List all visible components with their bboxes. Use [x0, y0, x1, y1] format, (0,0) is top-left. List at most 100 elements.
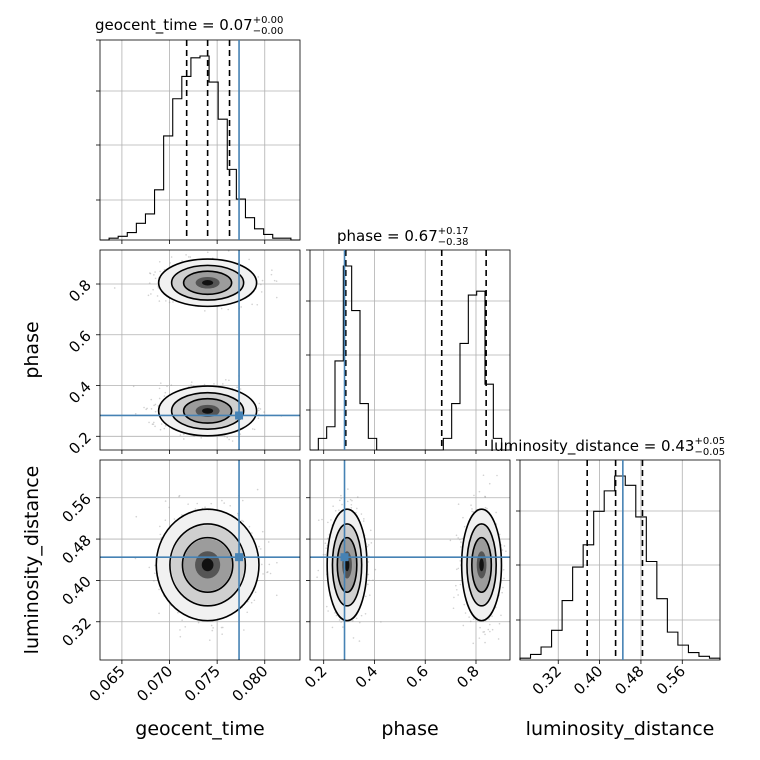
sample-point	[224, 378, 227, 381]
sample-point	[346, 500, 349, 503]
contour-line	[155, 508, 260, 622]
sample-point	[498, 622, 501, 625]
sample-point	[463, 603, 466, 606]
panel-2d-geocent-time-luminosity-distance: 0.065 0.070 0.075 0.080 0.32 0.40 0.48 0.56	[58, 459, 301, 705]
sample-point	[455, 588, 458, 591]
sample-point	[495, 511, 497, 514]
sample-point	[321, 518, 323, 521]
sample-point	[213, 383, 215, 385]
sample-point	[362, 520, 365, 522]
sample-point	[259, 548, 262, 550]
sample-point	[250, 601, 253, 604]
sample-point	[478, 637, 481, 639]
sample-point	[220, 307, 223, 310]
sample-point	[239, 388, 242, 390]
sample-point	[194, 508, 197, 510]
sample-point	[168, 506, 170, 509]
sample-point	[266, 571, 268, 574]
x-tick-label: 0.075	[181, 662, 224, 705]
y-tick-label: 0.8	[65, 276, 95, 306]
density-layer	[134, 488, 278, 641]
sample-point	[187, 256, 190, 258]
sample-point	[228, 438, 230, 441]
sample-point	[332, 505, 334, 507]
sample-point	[455, 534, 458, 537]
sample-point	[134, 412, 137, 415]
sample-point	[223, 435, 226, 438]
x-tick-label: 0.080	[228, 662, 271, 705]
density-layer	[316, 474, 507, 645]
sample-point	[352, 637, 355, 639]
sample-point	[132, 385, 135, 388]
sample-point	[338, 619, 341, 621]
sample-point	[340, 497, 342, 500]
axes-frame	[519, 459, 721, 661]
sample-point	[164, 500, 167, 502]
sample-point	[335, 614, 338, 617]
sample-point	[248, 258, 250, 261]
sample-point	[459, 538, 461, 541]
sample-point	[459, 583, 462, 586]
sample-point	[330, 519, 332, 521]
title-luminosity-distance-plus: +0.05	[694, 436, 725, 447]
sample-point	[164, 519, 167, 521]
sample-point	[221, 499, 223, 502]
sample-point	[193, 435, 195, 438]
sample-point	[251, 428, 254, 430]
sample-point	[358, 640, 361, 642]
sample-point	[367, 561, 370, 563]
sample-point	[158, 612, 160, 615]
sample-point	[236, 386, 238, 389]
sample-point	[484, 506, 487, 509]
y-tick-label: 0.2	[65, 428, 95, 458]
sample-point	[182, 438, 185, 440]
contour-line	[331, 523, 363, 607]
y-tick-label: 0.56	[58, 490, 94, 526]
sample-point	[153, 404, 155, 407]
y-tick-label: 0.48	[58, 531, 94, 567]
sample-point	[153, 421, 155, 424]
sample-point	[455, 568, 458, 571]
sample-point	[253, 599, 256, 602]
axes-frame	[99, 459, 301, 661]
contour-line	[170, 391, 245, 430]
sample-point	[460, 546, 462, 548]
sample-point	[491, 628, 494, 631]
sample-point	[261, 563, 263, 566]
sample-point	[223, 502, 226, 504]
sample-point	[372, 579, 374, 582]
x-tick-label: 0.56	[653, 662, 689, 698]
sample-point	[228, 379, 230, 382]
title-luminosity-distance: luminosity_distance = 0.43+0.05 −0.05	[490, 436, 725, 458]
sample-point	[149, 272, 151, 274]
sample-point	[501, 549, 504, 551]
sample-point	[148, 282, 151, 284]
sample-point	[196, 502, 198, 505]
sample-point	[261, 279, 264, 282]
sample-point	[324, 553, 327, 556]
title-phase: phase = 0.67+0.17 −0.38	[337, 226, 468, 248]
sample-point	[148, 566, 151, 569]
sample-point	[484, 496, 487, 498]
x-axis-label-geocent-time: geocent_time	[135, 718, 264, 740]
sample-point	[243, 629, 245, 631]
sample-point	[148, 421, 150, 424]
density-level	[202, 408, 214, 414]
sample-point	[334, 509, 337, 512]
x-axis-label-phase: phase	[381, 718, 438, 740]
sample-point	[275, 280, 278, 282]
sample-point	[260, 283, 262, 286]
sample-point	[248, 525, 251, 528]
sample-point	[159, 533, 162, 536]
sample-point	[242, 499, 244, 502]
sample-point	[479, 626, 481, 629]
sample-point	[322, 553, 325, 556]
sample-point	[457, 503, 460, 505]
sample-point	[158, 588, 160, 591]
sample-point	[462, 516, 464, 519]
sample-point	[172, 301, 174, 303]
sample-point	[187, 503, 189, 505]
sample-point	[204, 310, 206, 312]
panel-2d-phase-luminosity-distance: 0.2 0.4 0.6 0.8	[301, 459, 511, 692]
x-axis-label-luminosity-distance: luminosity_distance	[526, 718, 715, 740]
